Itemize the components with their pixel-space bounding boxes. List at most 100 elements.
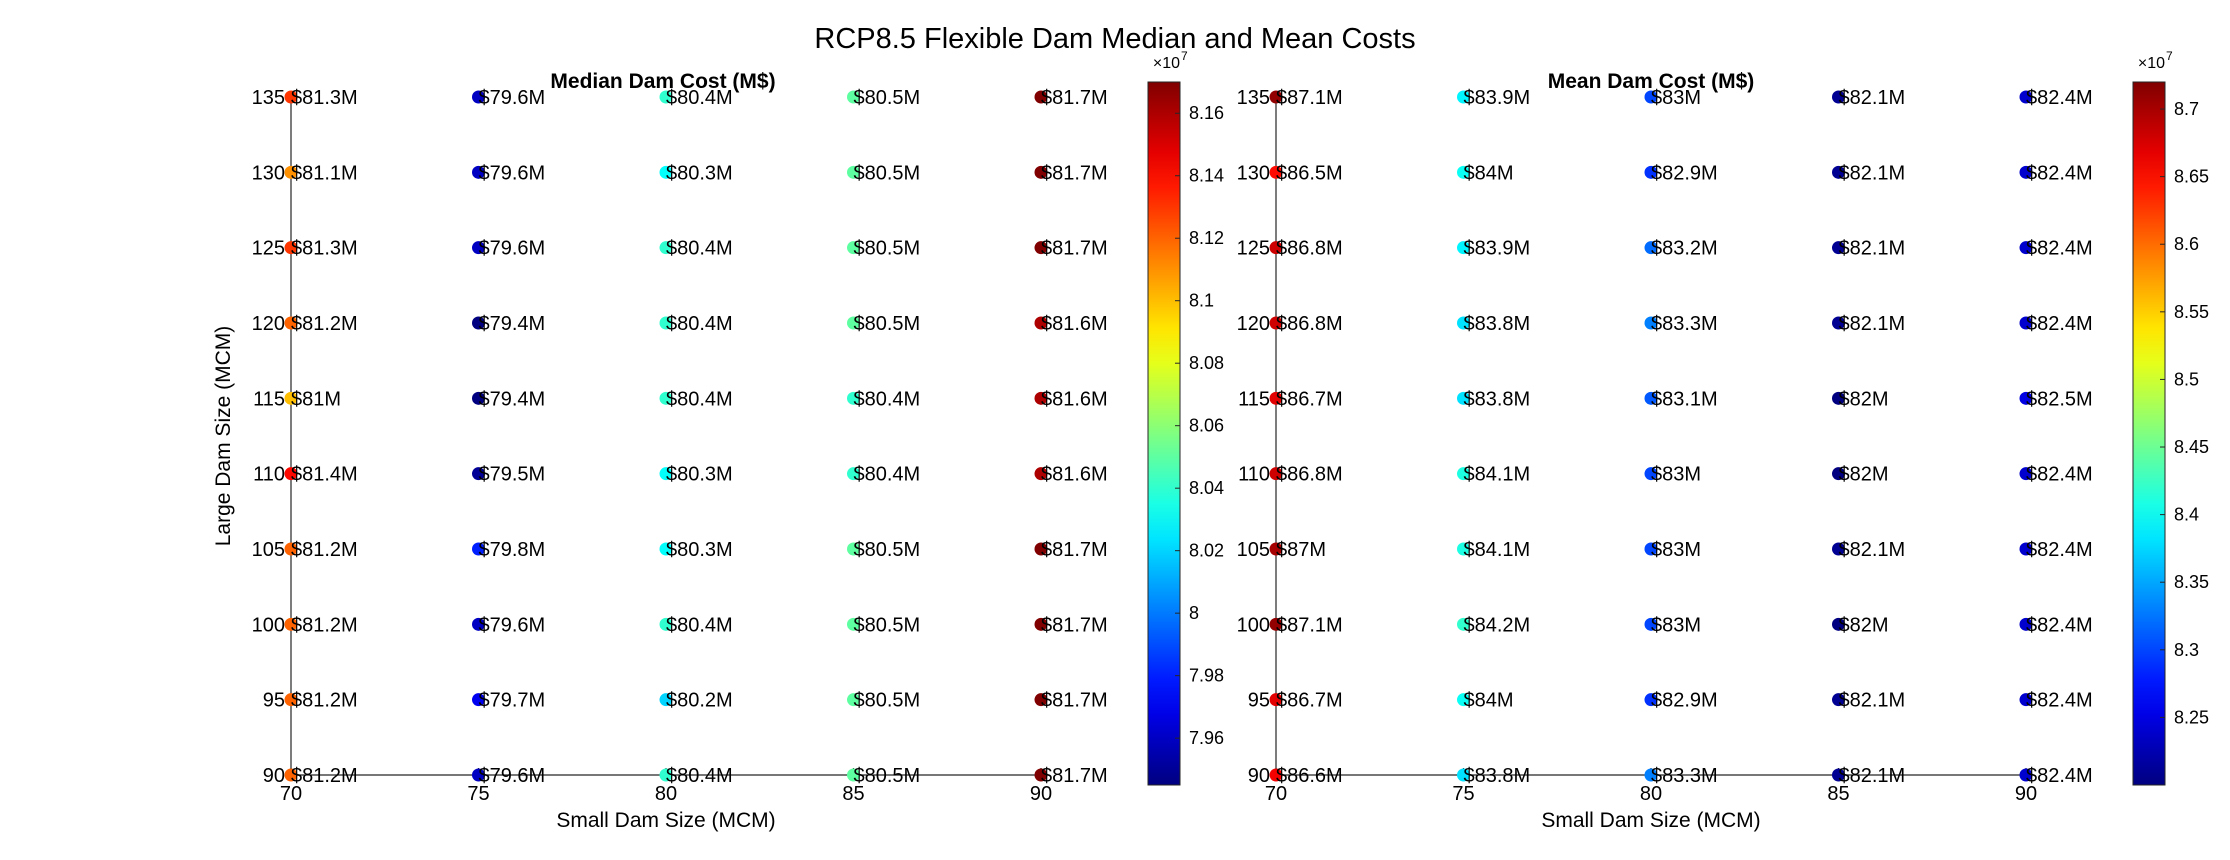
mean-data-label: $86.7M [1276, 690, 1343, 712]
median-data-point [472, 542, 485, 556]
median-colorbar-tick-label: 8.14 [1189, 166, 1224, 186]
median-data-label: $80.4M [666, 614, 733, 636]
mean-data-label: $82.4M [2026, 690, 2093, 712]
mean-data-point [1644, 467, 1658, 481]
median-data-point [284, 617, 298, 631]
mean-y-tick-label: 125 [1237, 238, 1270, 260]
mean-data-label: $83.3M [1651, 765, 1718, 787]
mean-y-tick-label: 95 [1248, 690, 1270, 712]
median-data-point [284, 90, 298, 104]
median-data-label: $80.2M [666, 690, 733, 712]
median-data-label: $80.4M [854, 464, 921, 486]
median-data-label: $80.5M [854, 238, 921, 260]
median-data-label: $80.5M [854, 614, 921, 636]
mean-colorbar-tick-label: 8.25 [2174, 707, 2209, 727]
median-y-tick-label: 115 [253, 388, 285, 410]
mean-data-point [1832, 617, 1845, 631]
mean-data-label: $82.9M [1651, 690, 1718, 712]
mean-data-point [1832, 316, 1845, 330]
median-data-label: $80.3M [666, 464, 733, 486]
mean-data-point [1644, 90, 1658, 104]
median-data-label: $79.8M [479, 539, 546, 561]
median-x-tick-label: 85 [842, 783, 864, 805]
mean-y-tick-label: 115 [1238, 388, 1270, 410]
median-data-label: $81.2M [291, 614, 358, 636]
mean-data-label: $84M [1464, 162, 1514, 184]
median-data-point [1034, 467, 1048, 481]
median-cost-panel: Median Dam Cost (M$) Small Dam Size (MCM… [212, 49, 1224, 832]
median-data-label: $80.4M [666, 388, 733, 410]
mean-data-label: $83.9M [1464, 87, 1531, 109]
median-data-label: $80.4M [666, 313, 733, 335]
mean-colorbar-tick-label: 8.55 [2174, 302, 2209, 322]
mean-data-point [1269, 768, 1283, 782]
mean-data-point [2019, 165, 2033, 179]
median-data-label: $79.6M [479, 765, 546, 787]
mean-data-point [1457, 165, 1470, 179]
median-data-label: $80.3M [666, 539, 733, 561]
mean-x-tick-label: 90 [2015, 783, 2037, 805]
median-data-point [472, 391, 485, 405]
mean-data-label: $82.4M [2026, 313, 2093, 335]
median-colorbar-tick-label: 8.08 [1189, 353, 1224, 373]
median-data-label: $81.4M [291, 464, 358, 486]
median-data-label: $80.5M [854, 765, 921, 787]
mean-data-point [1457, 768, 1470, 782]
mean-y-tick-label: 120 [1237, 313, 1270, 335]
mean-data-label: $86.8M [1276, 464, 1343, 486]
median-data-point [847, 542, 860, 556]
mean-data-label: $82.1M [1839, 87, 1906, 109]
median-data-label: $81.3M [291, 238, 358, 260]
mean-data-label: $82.4M [2026, 464, 2093, 486]
median-data-point [1034, 316, 1048, 330]
mean-data-point [2019, 316, 2033, 330]
mean-data-point [1832, 542, 1845, 556]
mean-data-label: $82.1M [1839, 238, 1906, 260]
mean-data-label: $82.4M [2026, 765, 2093, 787]
median-y-tick-label: 130 [252, 162, 285, 184]
median-data-point [847, 693, 860, 707]
mean-data-label: $82.1M [1839, 162, 1906, 184]
mean-data-point [1457, 467, 1470, 481]
mean-data-label: $83.9M [1464, 238, 1531, 260]
mean-data-label: $87M [1276, 539, 1326, 561]
mean-data-label: $84M [1464, 690, 1514, 712]
mean-colorbar-tick-label: 8.4 [2174, 505, 2199, 525]
mean-data-label: $83M [1651, 464, 1701, 486]
median-data-point [284, 693, 298, 707]
median-data-point [472, 467, 485, 481]
median-data-point [1034, 391, 1048, 405]
mean-data-point [2019, 617, 2033, 631]
median-data-label: $81.6M [1041, 313, 1108, 335]
mean-data-point [1832, 241, 1845, 255]
median-colorbar [1147, 81, 1181, 786]
median-colorbar-tick-label: 7.96 [1189, 728, 1224, 748]
median-data-label: $80.4M [666, 87, 733, 109]
median-colorbar-tick-label: 8.12 [1189, 228, 1224, 248]
mean-data-label: $86.8M [1276, 313, 1343, 335]
median-data-label: $81.1M [291, 162, 358, 184]
mean-data-label: $82.1M [1839, 765, 1906, 787]
median-data-point [847, 768, 860, 782]
median-data-label: $81.7M [1041, 539, 1108, 561]
mean-data-label: $83M [1651, 614, 1701, 636]
median-data-label: $80.5M [854, 87, 921, 109]
mean-data-point [2019, 768, 2033, 782]
median-colorbar-tick-label: 8.06 [1189, 416, 1224, 436]
mean-data-label: $82.9M [1651, 162, 1718, 184]
median-data-label: $79.6M [479, 87, 546, 109]
mean-data-label: $82.4M [2026, 87, 2093, 109]
median-data-point [284, 316, 298, 330]
median-data-point [472, 693, 485, 707]
mean-data-label: $82M [1839, 388, 1889, 410]
mean-y-tick-label: 130 [1237, 162, 1270, 184]
median-data-label: $81M [291, 388, 341, 410]
median-data-point [284, 391, 298, 405]
median-data-label: $80.4M [666, 238, 733, 260]
median-data-point [847, 241, 860, 255]
mean-data-point [1269, 165, 1283, 179]
median-data-label: $81.7M [1041, 162, 1108, 184]
mean-data-label: $82.1M [1839, 690, 1906, 712]
median-data-point [472, 241, 485, 255]
